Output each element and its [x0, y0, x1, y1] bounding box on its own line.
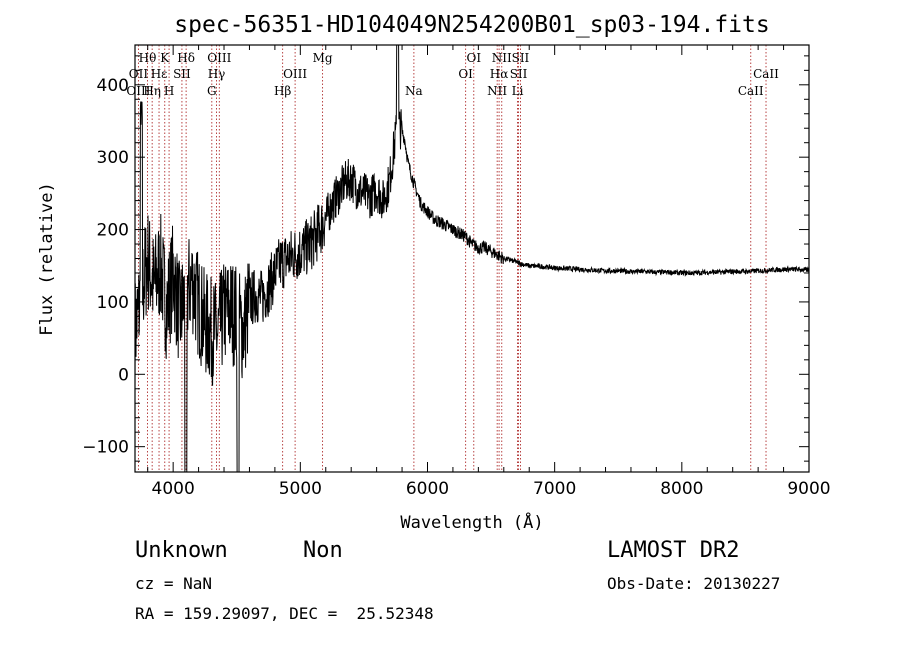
- spectral-line-label: OIII: [126, 84, 150, 98]
- spectral-line-label: NII: [492, 51, 512, 65]
- spectral-line-label: Li: [512, 84, 524, 98]
- spectral-line-label: Hθ: [139, 51, 157, 65]
- spectral-line-label: Hβ: [274, 84, 291, 98]
- spectral-line-label: CaII: [738, 84, 764, 98]
- redshift-text: cz = NaN: [135, 574, 213, 593]
- y-tick-label: 300: [97, 148, 129, 168]
- spectral-line-label: NII: [487, 84, 507, 98]
- spectral-line-label: OI: [466, 51, 481, 65]
- y-axis-label: Flux (relative): [37, 182, 57, 336]
- spectral-line-label: SII: [173, 67, 191, 81]
- spectral-lines: [137, 45, 767, 472]
- spectral-line-label: SII: [510, 67, 528, 81]
- spectral-line-label: SII: [512, 51, 530, 65]
- spectral-line-label: Hε: [151, 67, 168, 81]
- spectral-line-label: H: [164, 84, 174, 98]
- spectral-line-labels: Hθ OII OIII K Hε Hη SII H Hδ OIII Hγ G OIII Hβ Mg Na OI O…: [126, 51, 779, 98]
- spectral-line-label: OIII: [283, 67, 307, 81]
- spectrum-series: [134, 44, 810, 473]
- x-tick-label: 4000: [152, 479, 195, 499]
- object-class: Unknown: [135, 538, 228, 563]
- spectral-line-label: CaII: [753, 67, 779, 81]
- object-subclass: Non: [303, 538, 343, 563]
- spectral-line-label: Hα: [490, 67, 509, 81]
- plot-frame: [134, 44, 810, 473]
- spectral-line-label: G: [207, 84, 217, 98]
- y-tick-label: 400: [97, 76, 129, 96]
- y-tick-label: 100: [97, 293, 129, 313]
- spectral-line-label: Hη: [143, 84, 161, 98]
- y-tick-label: 200: [97, 221, 129, 241]
- x-axis-label: Wavelength (Å): [400, 511, 543, 533]
- y-tick-label: −100: [82, 438, 129, 458]
- spectrum-line: [134, 44, 810, 473]
- spectral-line-label: K: [160, 51, 170, 65]
- spectral-line-label: OI: [458, 67, 473, 81]
- survey-name: LAMOST DR2: [607, 538, 740, 563]
- axis-ticks: 4000 5000 6000 7000 8000 9000 −100 0 100 200 300 40…: [82, 45, 831, 499]
- spectral-line-label: Hγ: [208, 67, 226, 81]
- spectral-line-label: OIII: [207, 51, 231, 65]
- x-tick-label: 6000: [406, 479, 449, 499]
- y-tick-label: 0: [118, 365, 129, 385]
- coordinates-text: RA = 159.29097, DEC = 25.52348: [135, 604, 434, 623]
- chart-title: spec-56351-HD104049N254200B01_sp03-194.f…: [174, 12, 769, 38]
- x-tick-label: 9000: [787, 479, 830, 499]
- plot-axes: [134, 44, 810, 473]
- x-tick-label: 7000: [533, 479, 576, 499]
- x-tick-label: 8000: [660, 479, 703, 499]
- spectral-line-label: Hδ: [177, 51, 195, 65]
- spectral-line-label: Na: [405, 84, 423, 98]
- spectral-line-label: OII: [129, 67, 149, 81]
- spectral-line-label: Mg: [313, 51, 333, 65]
- obs-date-text: Obs-Date: 20130227: [607, 574, 781, 593]
- x-tick-label: 5000: [279, 479, 322, 499]
